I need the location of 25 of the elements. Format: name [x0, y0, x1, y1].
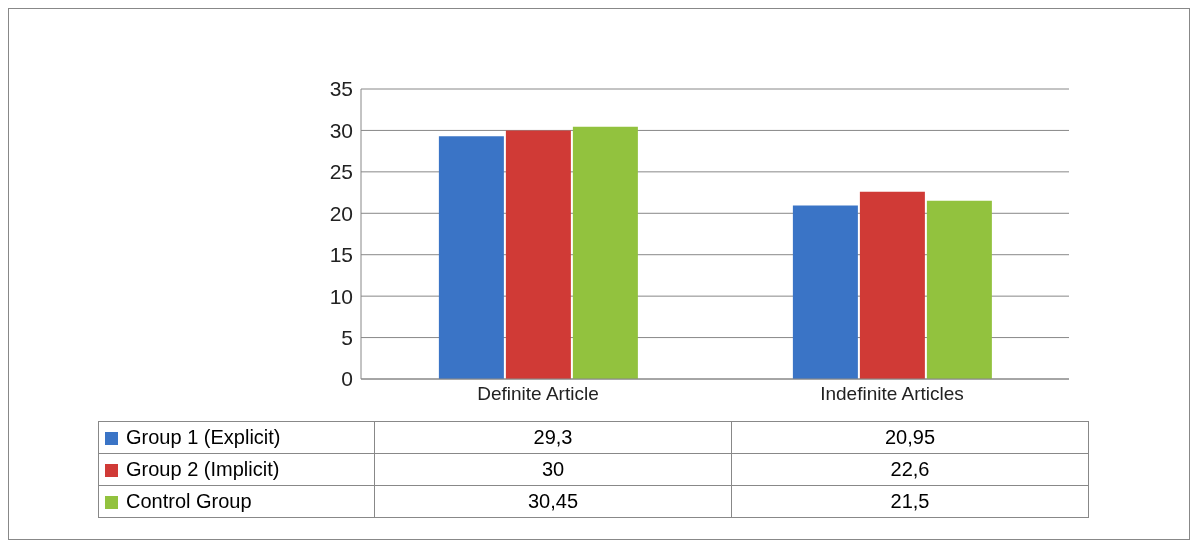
y-tick-label: 25 — [329, 160, 353, 184]
x-tick-label: Indefinite Articles — [820, 383, 964, 405]
y-tick-label: 5 — [341, 326, 353, 350]
legend-label: Group 2 (Implicit) — [98, 453, 375, 486]
legend-label: Control Group — [98, 485, 375, 518]
data-label: 22,6 — [731, 453, 1089, 486]
data-label: 20,95 — [731, 421, 1089, 454]
y-tick-label: 15 — [329, 243, 353, 267]
y-tick-label: 20 — [329, 201, 353, 225]
data-label: 30,45 — [374, 485, 732, 518]
legend-label: Group 1 (Explicit) — [98, 421, 375, 454]
data-label: 29,3 — [374, 421, 732, 454]
y-tick-label: 0 — [341, 367, 353, 391]
y-tick-label: 10 — [329, 284, 353, 308]
y-tick-label: 30 — [329, 118, 353, 142]
x-tick-label: Definite Article — [477, 383, 599, 405]
bar — [572, 126, 638, 379]
bar — [505, 130, 571, 379]
bar — [859, 191, 925, 379]
bar — [926, 200, 992, 379]
bar — [792, 205, 858, 379]
data-label: 21,5 — [731, 485, 1089, 518]
data-label: 30 — [374, 453, 732, 486]
y-tick-label: 35 — [329, 77, 353, 101]
bar — [438, 136, 504, 379]
